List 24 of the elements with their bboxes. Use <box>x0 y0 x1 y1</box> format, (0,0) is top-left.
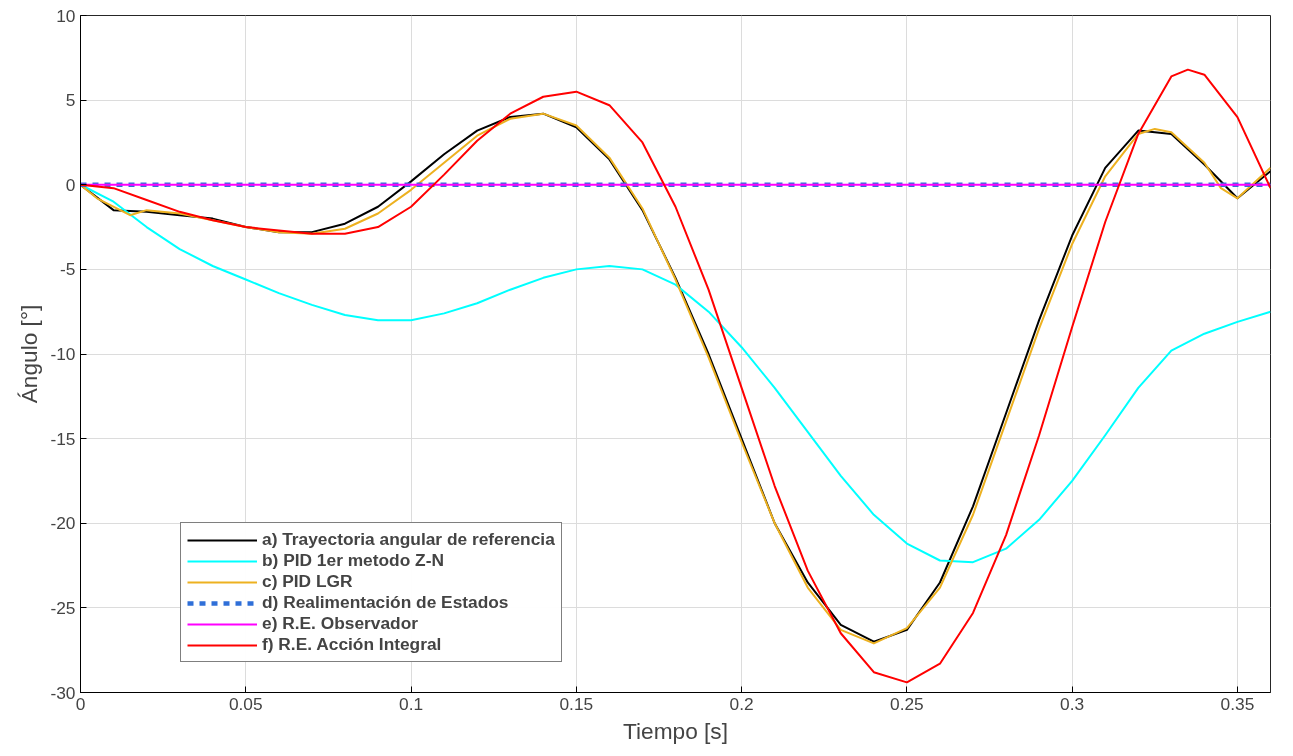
legend-label: c) PID LGR <box>262 571 353 592</box>
x-tick-label: 0.35 <box>1220 693 1255 714</box>
y-tick-label: 0 <box>65 174 76 195</box>
legend-label: a) Trayectoria angular de referencia <box>262 529 555 550</box>
y-tick-label: -20 <box>50 513 76 534</box>
y-tick-label: -30 <box>50 682 76 703</box>
y-tick-label: -10 <box>50 344 76 364</box>
y-tick-label: -5 <box>60 259 76 280</box>
legend-label: d) Realimentación de Estados <box>262 592 509 613</box>
x-tick-label: 0.25 <box>890 693 924 714</box>
y-tick-label: -25 <box>50 597 76 618</box>
x-tick-label: 0.15 <box>559 693 594 714</box>
y-tick-label: -15 <box>50 428 76 449</box>
x-tick-label: 0.1 <box>399 693 424 714</box>
y-axis-title: Ángulo [°] <box>16 304 43 404</box>
legend-label: e) R.E. Observador <box>262 613 419 634</box>
x-axis-title: Tiempo [s] <box>623 717 728 744</box>
x-tick-label: 0.2 <box>729 693 754 714</box>
y-tick-label: 10 <box>56 5 76 26</box>
x-tick-label: 0.05 <box>228 693 263 714</box>
x-tick-label: 0.3 <box>1060 693 1085 714</box>
legend-label: f) R.E. Acción Integral <box>262 634 442 655</box>
y-tick-label: 5 <box>65 90 76 111</box>
legend-label: b) PID 1er metodo Z-N <box>262 550 444 571</box>
